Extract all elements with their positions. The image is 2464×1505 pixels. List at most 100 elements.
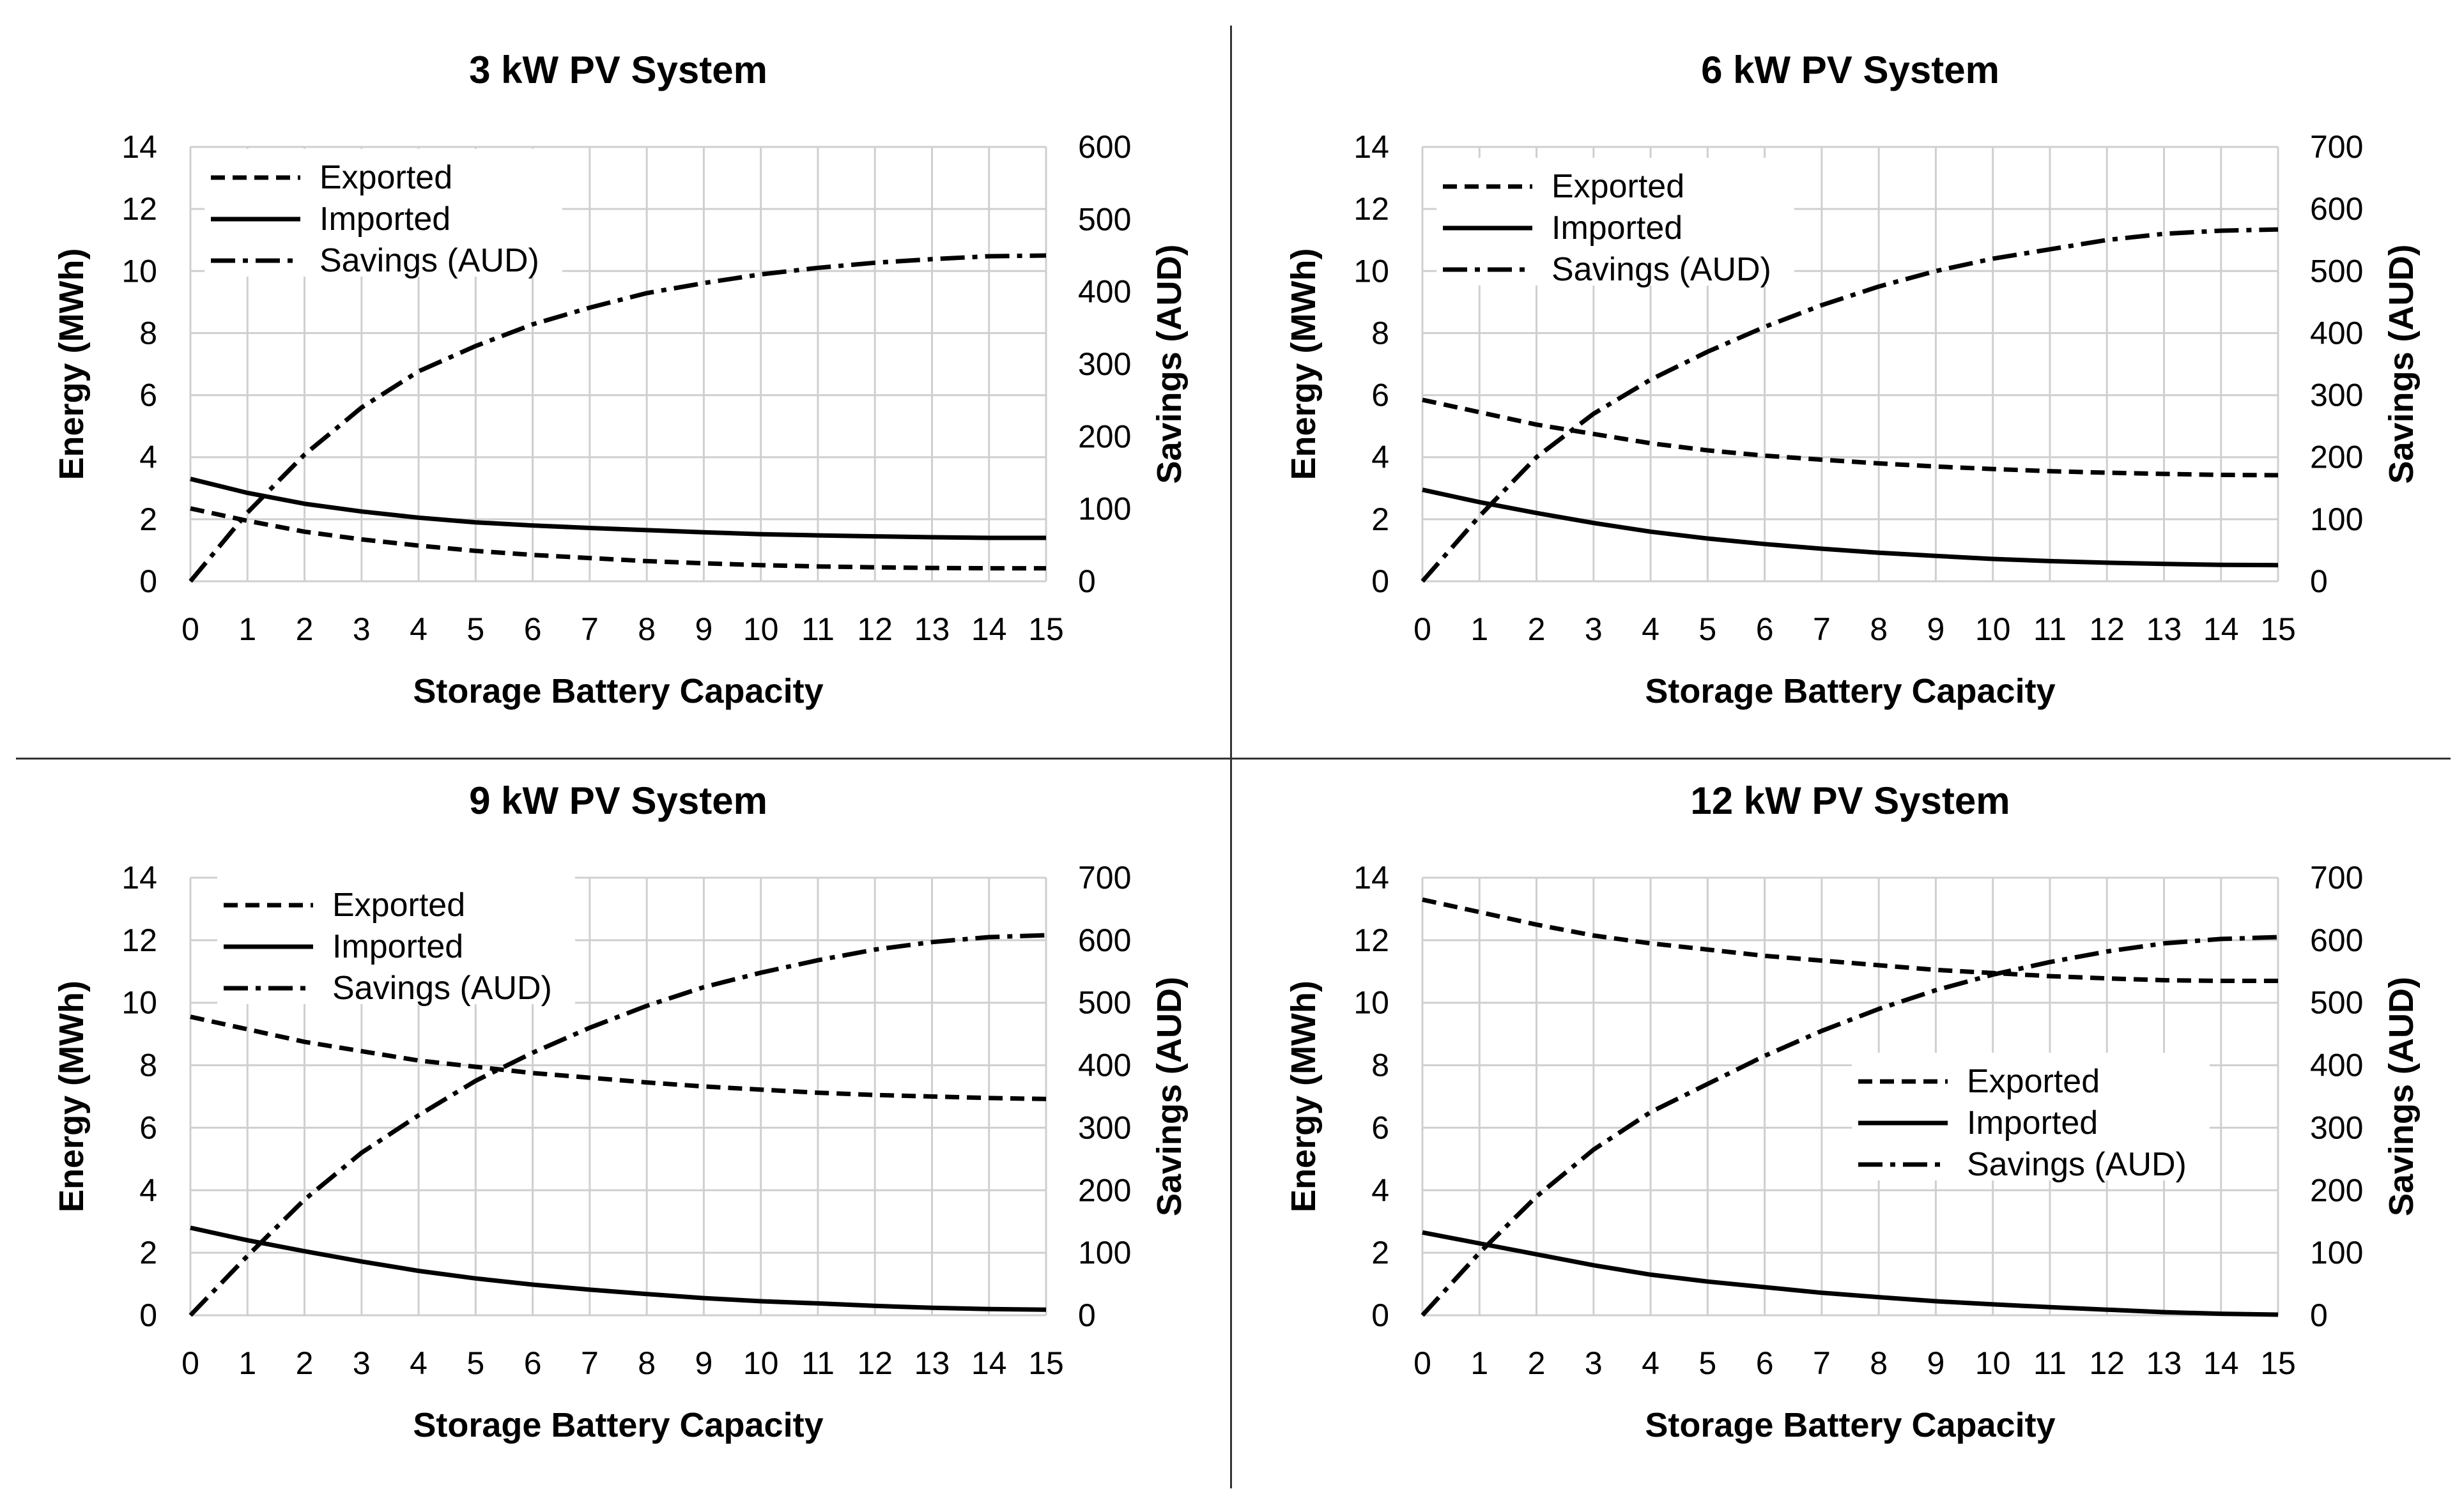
x-tick-label: 0: [181, 611, 199, 647]
legend-label: Imported: [1967, 1104, 2098, 1142]
y2-tick-label: 300: [1078, 1110, 1131, 1145]
y-tick-label: 8: [139, 315, 157, 351]
x-tick-label: 7: [581, 611, 599, 647]
y-tick-label: 0: [139, 1297, 157, 1333]
x-tick-label: 9: [695, 611, 712, 647]
y2-tick-label: 300: [2310, 378, 2363, 413]
series-line-imported: [190, 477, 1046, 540]
y2-tick-label: 600: [2310, 191, 2363, 227]
y2-tick-label: 100: [2310, 501, 2363, 537]
y2-tick-label: 500: [2310, 985, 2363, 1021]
x-tick-label: 13: [2146, 1345, 2182, 1381]
x-tick-label: 4: [1642, 611, 1659, 647]
series-line-imported: [190, 1225, 1047, 1312]
legend-background: [1436, 158, 1794, 286]
x-axis-title: Storage Battery Capacity: [413, 672, 823, 710]
x-tick-label: 2: [1528, 611, 1546, 647]
x-axis-title: Storage Battery Capacity: [1645, 672, 2055, 710]
legend: Exported Imported Savings (AUD): [1852, 1053, 2210, 1183]
x-tick-label: 3: [353, 611, 371, 647]
chart-title: 3 kW PV System: [469, 49, 767, 91]
x-tick-label: 15: [1028, 611, 1064, 647]
series-line-savings-aud: [189, 933, 1047, 1317]
y2-tick-label: 400: [2310, 315, 2363, 351]
y-tick-label: 0: [1371, 1297, 1389, 1333]
series-line-exported: [1422, 397, 2279, 478]
y-tick-label: 4: [1371, 439, 1389, 475]
legend: Exported Imported Savings (AUD): [204, 149, 562, 279]
y-tick-label: 6: [139, 378, 157, 413]
y2-tick-label: 600: [1078, 129, 1131, 165]
y-tick-label: 10: [1353, 253, 1389, 289]
x-tick-label: 14: [2203, 1345, 2239, 1381]
x-tick-label: 13: [2146, 611, 2182, 647]
x-tick-label: 0: [181, 1345, 199, 1381]
y2-tick-label: 600: [1078, 922, 1131, 958]
x-tick-label: 5: [466, 611, 484, 647]
y-tick-label: 14: [1353, 129, 1389, 165]
x-tick-label: 9: [1927, 611, 1944, 647]
x-tick-label: 2: [296, 611, 314, 647]
y2-tick-label: 200: [2310, 1172, 2363, 1208]
y2-tick-label: 200: [1078, 418, 1131, 454]
y-tick-label: 10: [1353, 985, 1389, 1021]
legend-label: Exported: [1967, 1063, 2100, 1100]
x-tick-label: 1: [238, 1345, 256, 1381]
legend-label: Exported: [1552, 168, 1684, 205]
x-tick-label: 10: [743, 611, 779, 647]
y2-tick-label: 500: [2310, 253, 2363, 289]
y2-tick-label: 200: [1078, 1172, 1131, 1208]
x-tick-label: 14: [2203, 611, 2239, 647]
x-tick-label: 7: [581, 1345, 599, 1381]
series-line-exported: [1422, 897, 2278, 983]
y-axis-title: Energy (MWh): [52, 248, 91, 480]
legend-label: Savings (AUD): [1967, 1146, 2187, 1183]
legend-label: Exported: [332, 887, 465, 924]
y2-tick-label: 0: [1078, 563, 1096, 599]
chart-title: 9 kW PV System: [469, 779, 767, 822]
x-tick-label: 3: [353, 1345, 371, 1381]
series-line-savings-aud: [189, 253, 1047, 583]
x-tick-label: 9: [1927, 1345, 1944, 1381]
x-tick-label: 8: [638, 611, 656, 647]
y-tick-label: 0: [139, 563, 157, 599]
y2-tick-label: 0: [1078, 1297, 1096, 1333]
x-tick-label: 6: [1756, 611, 1774, 647]
y-tick-label: 12: [121, 191, 157, 227]
y-tick-label: 2: [139, 501, 157, 537]
legend-label: Exported: [320, 159, 452, 196]
x-tick-label: 8: [638, 1345, 656, 1381]
y-tick-label: 6: [139, 1110, 157, 1145]
x-tick-label: 10: [743, 1345, 779, 1381]
x-tick-label: 13: [914, 1345, 950, 1381]
x-tick-label: 6: [1756, 1345, 1774, 1381]
legend-label: Imported: [332, 928, 463, 965]
x-axis-title: Storage Battery Capacity: [413, 1406, 823, 1444]
y-tick-label: 2: [139, 1235, 157, 1271]
y-tick-label: 2: [1371, 1235, 1389, 1271]
x-tick-label: 11: [2033, 611, 2067, 647]
y2-axis-title: Savings (AUD): [1150, 244, 1189, 484]
x-tick-label: 7: [1813, 1345, 1831, 1381]
y2-tick-label: 400: [2310, 1048, 2363, 1083]
y-tick-label: 8: [1371, 1048, 1389, 1083]
x-tick-label: 9: [695, 1345, 712, 1381]
series-line-exported: [190, 1014, 1047, 1101]
y2-tick-label: 700: [2310, 129, 2363, 165]
series-line-savings-aud: [1421, 227, 2279, 583]
y2-tick-label: 0: [2310, 563, 2328, 599]
legend-label: Savings (AUD): [1552, 251, 1771, 288]
y-tick-label: 10: [121, 253, 157, 289]
y2-tick-label: 300: [2310, 1110, 2363, 1145]
y2-tick-label: 100: [1078, 1235, 1131, 1271]
legend-label: Savings (AUD): [332, 970, 552, 1007]
x-tick-label: 6: [524, 611, 542, 647]
y-tick-label: 14: [121, 129, 157, 165]
y-tick-label: 8: [1371, 315, 1389, 351]
series-line-imported: [1422, 487, 2279, 568]
x-tick-label: 2: [296, 1345, 314, 1381]
x-tick-label: 13: [914, 611, 950, 647]
